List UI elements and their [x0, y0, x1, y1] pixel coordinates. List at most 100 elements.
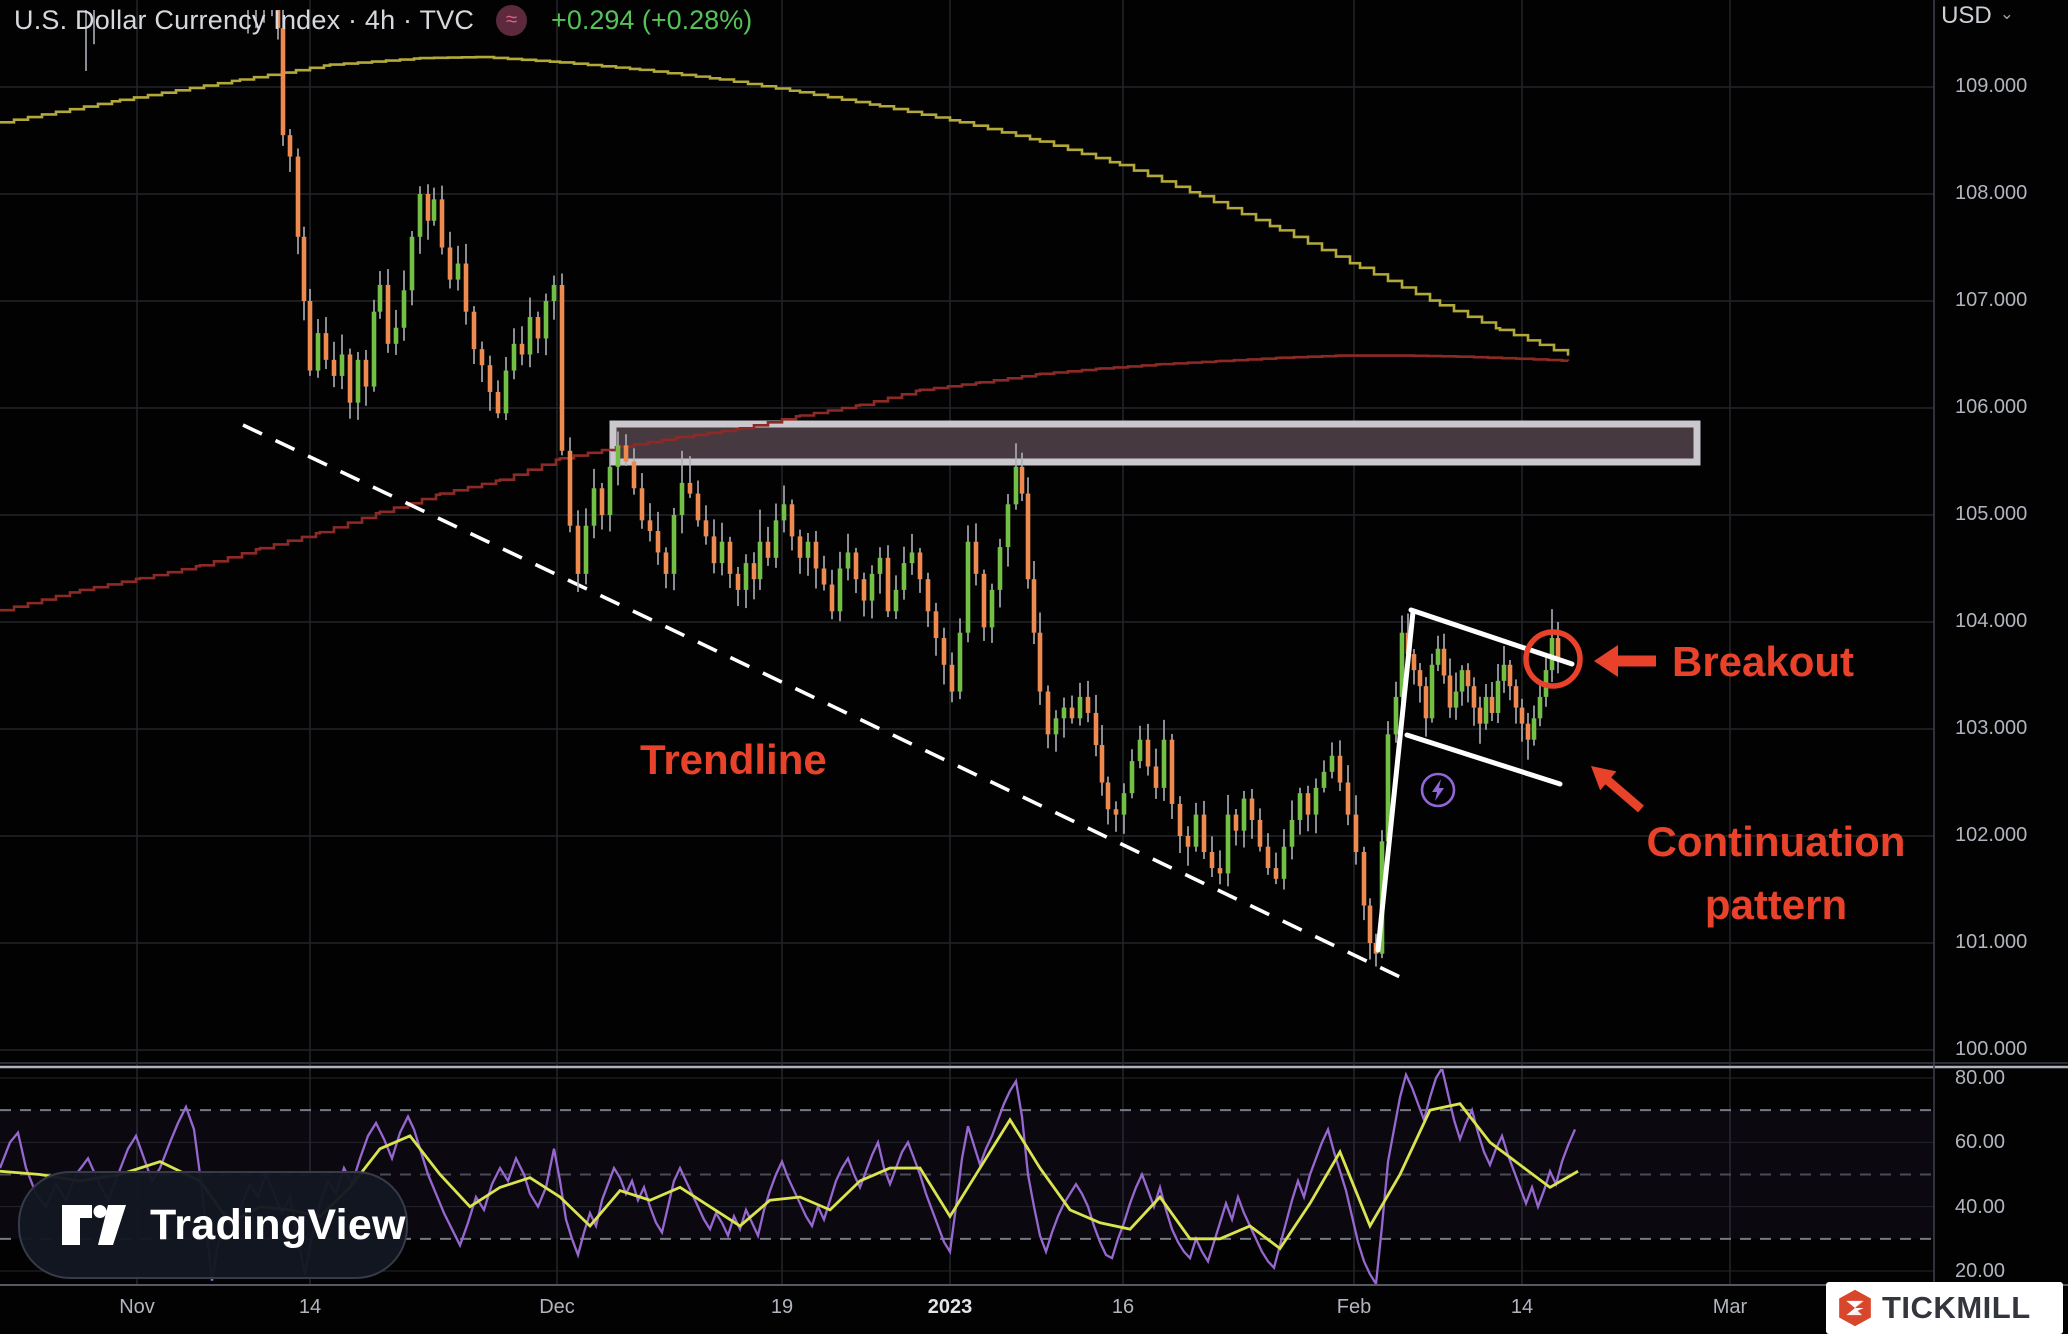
- candle-body: [1257, 819, 1263, 847]
- candle-body: [981, 573, 987, 628]
- candle-body: [1019, 466, 1025, 494]
- candle-body: [933, 611, 939, 639]
- symbol-title[interactable]: U.S. Dollar Currency Index · 4h · TVC: [14, 4, 475, 35]
- candle-body: [599, 488, 605, 515]
- candle-body: [1393, 696, 1399, 735]
- price-axis-label: 105.000: [1955, 503, 2028, 525]
- candle-body: [703, 520, 709, 537]
- symbol-header[interactable]: U.S. Dollar Currency Index · 4h · TVC ≈ …: [14, 2, 752, 38]
- candle-body: [607, 466, 613, 515]
- candle-body: [1313, 787, 1319, 815]
- candle-body: [583, 525, 589, 574]
- candle-body: [1069, 707, 1075, 719]
- candle-body: [845, 552, 851, 569]
- price-axis-label: 101.000: [1955, 931, 2028, 953]
- candle-body: [1417, 670, 1423, 687]
- candle-body: [1233, 814, 1239, 831]
- candle-body: [1549, 638, 1555, 671]
- candle-body: [331, 359, 337, 376]
- price-axis-label: 102.000: [1955, 824, 2028, 846]
- candle-body: [1185, 836, 1191, 847]
- candle-body: [559, 284, 565, 451]
- candle-body: [1483, 696, 1489, 724]
- candle-body: [1495, 680, 1501, 713]
- candle-body: [1037, 632, 1043, 692]
- candle-body: [1537, 696, 1543, 719]
- candle-body: [1225, 814, 1231, 874]
- candle-body: [781, 504, 787, 521]
- price-axis-label: 106.000: [1955, 396, 2028, 418]
- candle-body: [519, 343, 525, 355]
- candle-body: [355, 359, 361, 403]
- candle-body: [503, 370, 509, 414]
- currency-selector[interactable]: USD ⌄: [1941, 2, 2014, 30]
- candle-body: [1201, 814, 1207, 853]
- candle-body: [1005, 504, 1011, 548]
- oscillator-axis-label: 60.00: [1955, 1131, 2006, 1154]
- candle-body: [917, 552, 923, 580]
- candle-body: [295, 156, 301, 237]
- candle-body: [455, 263, 461, 280]
- candle-body: [1465, 670, 1471, 687]
- breakout-annotation[interactable]: Breakout: [1672, 638, 1855, 685]
- candle-body: [655, 531, 661, 553]
- chevron-down-icon: ⌄: [1999, 4, 2014, 23]
- candle-body: [425, 194, 431, 221]
- candle-body: [287, 135, 293, 157]
- continuation-line2: pattern: [1704, 881, 1848, 928]
- time-axis-label: 19: [770, 1296, 794, 1318]
- candle-body: [1329, 755, 1335, 772]
- candle-body: [377, 284, 383, 312]
- candle-body: [1093, 712, 1099, 746]
- time-axis-label: 2023: [927, 1296, 973, 1318]
- candle-body: [973, 541, 979, 574]
- candle-body: [371, 311, 377, 387]
- candle-body: [275, 10, 281, 29]
- candle-body: [323, 333, 329, 360]
- currency-label[interactable]: USD: [1941, 2, 1992, 29]
- candle-body: [711, 536, 717, 564]
- candle-body: [315, 333, 321, 371]
- candle-body: [1053, 718, 1059, 735]
- candle-body: [1209, 852, 1215, 869]
- candle-body: [1099, 745, 1105, 783]
- candle-body: [663, 552, 669, 574]
- candle-body: [307, 301, 313, 371]
- candle-body: [511, 343, 517, 371]
- candle-body: [861, 579, 867, 601]
- candle-body: [1423, 686, 1429, 719]
- time-axis-label: Feb: [1336, 1296, 1372, 1318]
- candle-body: [1061, 707, 1067, 719]
- candle-body: [757, 541, 763, 580]
- candle-body: [1361, 852, 1367, 906]
- price-axis-label: 103.000: [1955, 717, 2028, 739]
- candle-body: [1031, 579, 1037, 633]
- tradingview-logo-text: TradingView: [150, 1200, 406, 1249]
- time-axis-label: Mar: [1712, 1296, 1748, 1318]
- oscillator-axis-label: 40.00: [1955, 1195, 2006, 1218]
- candle-body: [997, 547, 1003, 590]
- candle-body: [765, 541, 771, 558]
- candle-body: [567, 450, 573, 526]
- candle-body: [1453, 691, 1459, 708]
- candle-body: [409, 236, 415, 291]
- candle-body: [1385, 734, 1391, 842]
- candle-body: [1193, 814, 1199, 847]
- candle-body: [925, 579, 931, 612]
- candle-body: [463, 263, 469, 312]
- continuation-annotation[interactable]: Continuation pattern: [1586, 810, 1966, 936]
- candle-body: [671, 515, 677, 574]
- candle-body: [1411, 654, 1417, 671]
- candle-body: [821, 568, 827, 585]
- candle-body: [1321, 771, 1327, 788]
- candle-body: [797, 536, 803, 558]
- candle-body: [431, 199, 437, 221]
- candle-body: [719, 541, 725, 564]
- trendline-annotation[interactable]: Trendline: [640, 736, 827, 783]
- candle-body: [957, 632, 963, 692]
- candle-body: [615, 445, 621, 467]
- flag-pole-drawing: [1375, 609, 1416, 953]
- tradingview-attribution[interactable]: TradingView: [18, 1171, 408, 1279]
